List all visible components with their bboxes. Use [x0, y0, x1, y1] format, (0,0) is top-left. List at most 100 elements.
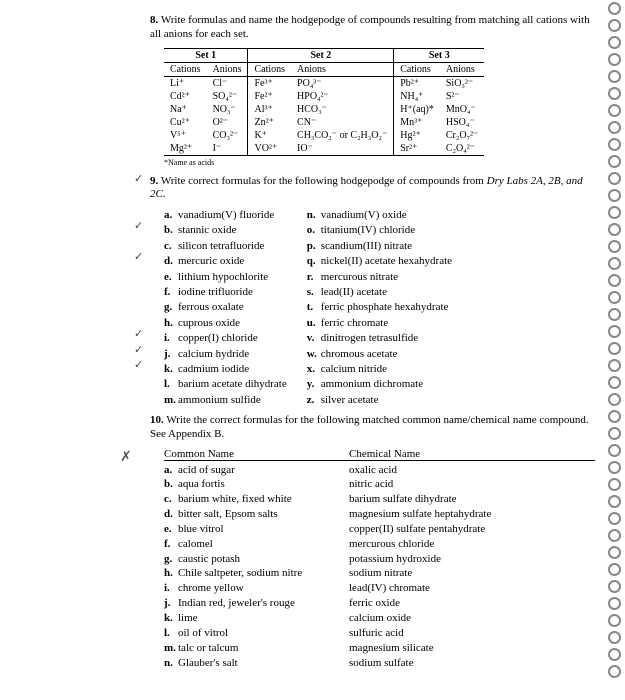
q9-left-column: a.vanadium(V) fluoride b.stannic oxidec.s…	[164, 208, 287, 408]
checkmark-icon: ✓	[134, 358, 143, 371]
set3-label: Set 3	[394, 48, 485, 62]
q9-compound-list: a.vanadium(V) fluoride b.stannic oxidec.s…	[164, 208, 595, 408]
binding-ring-icon	[608, 308, 621, 321]
binding-ring-icon	[608, 291, 621, 304]
row-letter: h.	[164, 566, 178, 581]
common-name: oil of vitrol	[178, 627, 228, 639]
ion-cell: O²⁻	[207, 116, 248, 129]
col-cations-3: Cations	[394, 62, 440, 76]
binding-ring-icon	[608, 410, 621, 423]
binding-ring-icon	[608, 478, 621, 491]
ion-cell: NH₄⁺	[394, 90, 440, 103]
item-letter: c.	[164, 239, 178, 254]
list-item: i.copper(I) chloride	[164, 331, 287, 346]
table-row: Na⁺NO₃⁻Al³⁺HCO₃⁻H⁺(aq)*MnO₄⁻	[164, 103, 484, 116]
list-item: c.silicon tetrafluoride	[164, 239, 287, 254]
checkmark-icon: ✓	[134, 327, 143, 340]
row-letter: d.	[164, 507, 178, 522]
item-letter: w.	[307, 347, 321, 362]
binding-ring-icon	[608, 36, 621, 49]
item-text: lead(II) acetate	[321, 286, 387, 298]
item-text: vanadium(V) fluoride	[178, 209, 274, 221]
binding-ring-icon	[608, 53, 621, 66]
common-name: barium white, fixed white	[178, 493, 292, 505]
name-row: d.bitter salt, Epsom saltsmagnesium sulf…	[164, 507, 595, 522]
item-letter: r.	[307, 270, 321, 285]
ion-cell: HCO₃⁻	[291, 103, 394, 116]
row-letter: a.	[164, 463, 178, 478]
question-10: 10. Write the correct formulas for the f…	[150, 414, 595, 442]
item-letter: m.	[164, 393, 178, 408]
item-letter: k.	[164, 362, 178, 377]
ion-cell: HPO₄²⁻	[291, 90, 394, 103]
common-name-cell: f.calomel	[164, 537, 349, 552]
q10-name-grid: Common Name Chemical Name a.acid of suga…	[164, 448, 595, 671]
ion-cell: NO₃⁻	[207, 103, 248, 116]
row-letter: i.	[164, 581, 178, 596]
name-row: a.acid of sugaroxalic acid	[164, 463, 595, 478]
list-item: l.barium acetate dihydrate	[164, 377, 287, 392]
ion-cell: C₂O₄²⁻	[440, 142, 484, 156]
name-row: l.oil of vitrolsulfuric acid	[164, 626, 595, 641]
common-name: Indian red, jeweler's rouge	[178, 597, 295, 609]
chemical-name: sodium sulfate	[349, 656, 595, 671]
table-row: Mg²⁺I⁻VO²⁺IO⁻Sr²⁺C₂O₄²⁻	[164, 142, 484, 156]
table-row: Cd²⁺SO₄²⁻Fe²⁺HPO₄²⁻NH₄⁺S²⁻	[164, 90, 484, 103]
binding-ring-icon	[608, 631, 621, 644]
col-anions-2: Anions	[291, 62, 394, 76]
chemical-name: oxalic acid	[349, 463, 595, 478]
list-item: v.dinitrogen tetrasulfide	[307, 331, 452, 346]
col-anions-1: Anions	[207, 62, 248, 76]
item-text: stannic oxide	[178, 224, 236, 236]
ion-cell: CN⁻	[291, 116, 394, 129]
item-letter: z.	[307, 393, 321, 408]
item-letter: u.	[307, 316, 321, 331]
item-text: vanadium(V) oxide	[321, 209, 407, 221]
q10-header-row: Common Name Chemical Name	[164, 448, 595, 461]
ion-cell: SiO₃²⁻	[440, 76, 484, 90]
set2-label: Set 2	[248, 48, 394, 62]
ion-cell: Cu²⁺	[164, 116, 207, 129]
table-row: Cu²⁺O²⁻Zn²⁺CN⁻Mn³⁺HSO₄⁻	[164, 116, 484, 129]
binding-ring-icon	[608, 19, 621, 32]
common-name: Chile saltpeter, sodium nitre	[178, 567, 302, 579]
item-letter: o.	[307, 223, 321, 238]
ion-cell: Cl⁻	[207, 76, 248, 90]
name-row: f.calomelmercurous chloride	[164, 537, 595, 552]
list-item: w.chromous acetate	[307, 347, 452, 362]
binding-ring-icon	[608, 2, 621, 15]
common-name-cell: c.barium white, fixed white	[164, 492, 349, 507]
list-item: u.ferric chromate	[307, 316, 452, 331]
list-item: n.vanadium(V) oxide	[307, 208, 452, 223]
name-row: e.blue vitrolcopper(II) sulfate pentahyd…	[164, 522, 595, 537]
ion-cell: PO₄³⁻	[291, 76, 394, 90]
item-letter: j.	[164, 347, 178, 362]
ion-cell: CH₃CO₂⁻ or C₂H₃O₂⁻	[291, 129, 394, 142]
list-item: o.titanium(IV) chloride	[307, 223, 452, 238]
checkmark-icon: ✓	[134, 343, 143, 356]
list-item: y.ammonium dichromate	[307, 377, 452, 392]
list-item: h.cuprous oxide	[164, 316, 287, 331]
list-item: t.ferric phosphate hexahydrate	[307, 300, 452, 315]
common-name-cell: i.chrome yellow	[164, 581, 349, 596]
binding-ring-icon	[608, 257, 621, 270]
common-name: calomel	[178, 538, 213, 550]
chemical-name: sodium nitrate	[349, 566, 595, 581]
list-item: b.stannic oxide	[164, 223, 287, 238]
item-letter: a.	[164, 208, 178, 223]
binding-ring-icon	[608, 546, 621, 559]
spiral-binding	[608, 2, 621, 678]
item-letter: v.	[307, 331, 321, 346]
row-letter: c.	[164, 492, 178, 507]
question-8: 8. Write formulas and name the hodgepodg…	[150, 14, 595, 42]
name-row: b.aqua fortisnitric acid	[164, 477, 595, 492]
binding-ring-icon	[608, 665, 621, 678]
worksheet-page: 8. Write formulas and name the hodgepodg…	[0, 0, 625, 700]
chemical-name: calcium oxide	[349, 611, 595, 626]
name-row: c.barium white, fixed whitebarium sulfat…	[164, 492, 595, 507]
common-name-cell: n.Glauber's salt	[164, 656, 349, 671]
item-text: mercuric oxide	[178, 255, 244, 267]
row-letter: k.	[164, 611, 178, 626]
q8-number: 8.	[150, 14, 158, 26]
item-text: dinitrogen tetrasulfide	[321, 332, 418, 344]
